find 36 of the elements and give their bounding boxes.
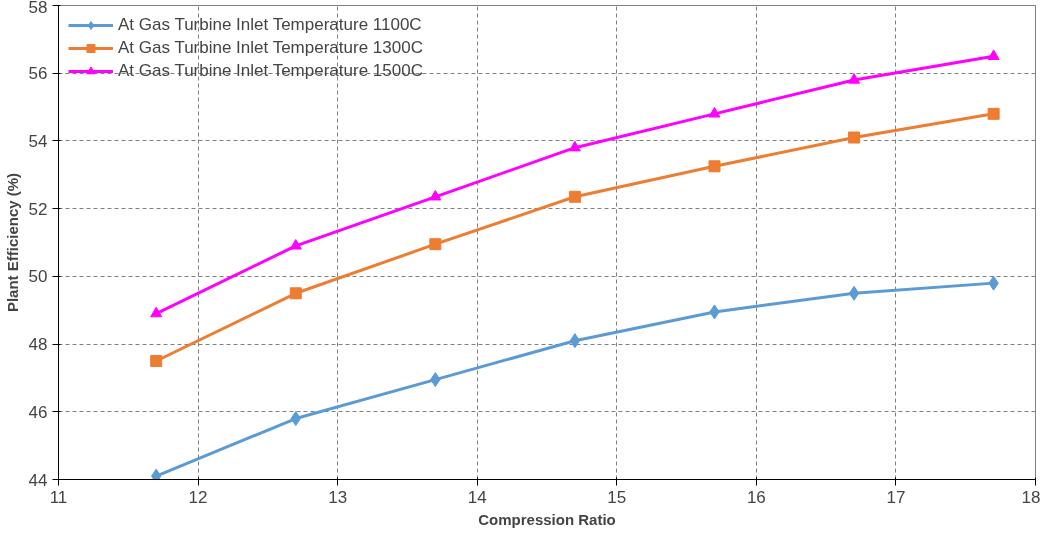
point <box>289 287 302 300</box>
point <box>708 160 721 173</box>
legend-label: At Gas Turbine Inlet Temperature 1300C <box>118 38 423 58</box>
x-axis-title: Compression Ratio <box>478 510 616 528</box>
point <box>150 306 163 318</box>
x-tick-label: 12 <box>188 487 208 507</box>
point <box>150 355 163 367</box>
y-tick-label: 46 <box>28 402 48 422</box>
point <box>429 238 442 251</box>
y-tick-label: 44 <box>28 470 48 490</box>
point <box>569 333 581 349</box>
y-tick-label: 52 <box>28 199 48 219</box>
y-tick-label: 58 <box>28 0 48 17</box>
x-tick-label: 17 <box>886 487 906 507</box>
x-tick-label: 16 <box>746 487 766 507</box>
x-tick-label: 11 <box>49 487 68 507</box>
point <box>708 106 721 118</box>
point <box>987 49 1000 60</box>
x-tick-label: 14 <box>467 487 487 507</box>
point <box>987 107 1000 120</box>
x-tick-label: 18 <box>1021 487 1041 507</box>
point <box>848 131 861 144</box>
legend-label: At Gas Turbine Inlet Temperature 1500C <box>118 61 423 81</box>
y-tick-label: 56 <box>28 64 48 84</box>
x-tick-label: 15 <box>607 487 627 507</box>
y-tick-label: 50 <box>28 267 48 287</box>
y-tick-label: 48 <box>28 335 48 355</box>
y-axis-title: Plant Efficiency (%) <box>3 172 21 313</box>
y-tick-label: 54 <box>28 131 48 151</box>
point <box>429 189 442 201</box>
point <box>568 190 581 203</box>
legend-label: At Gas Turbine Inlet Temperature 1100C <box>118 15 422 35</box>
x-tick-label: 13 <box>328 487 348 507</box>
point <box>848 285 860 301</box>
point <box>848 73 861 84</box>
point <box>568 140 581 152</box>
